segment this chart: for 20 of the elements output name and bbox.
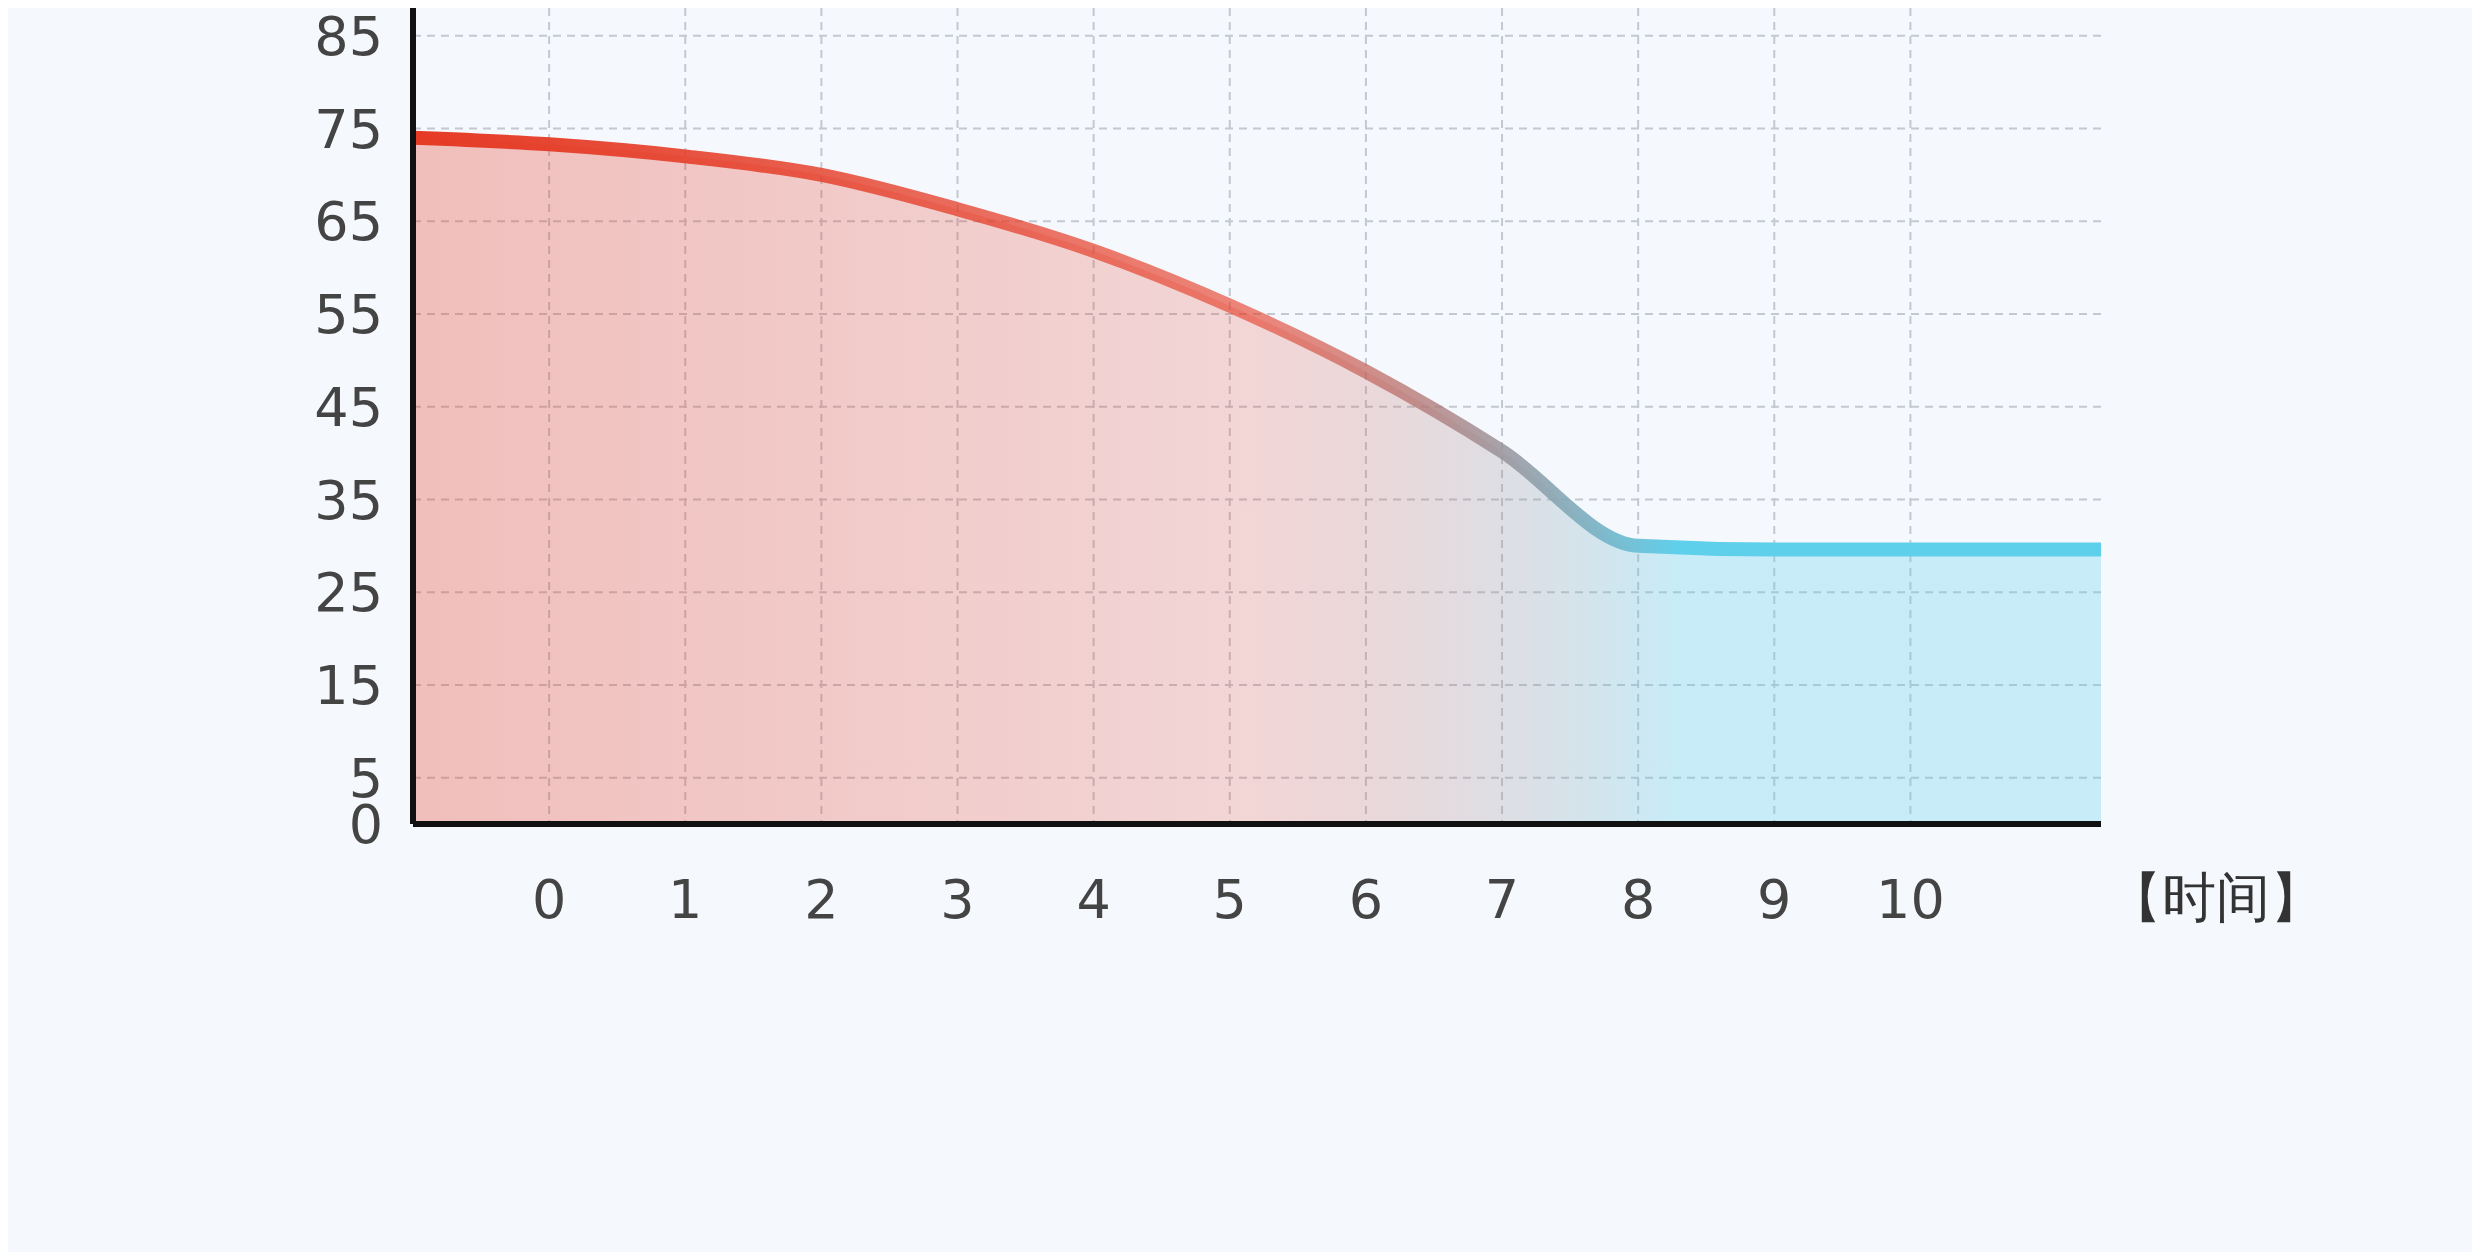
x-tick-label: 10: [1876, 868, 1945, 932]
x-tick-label: 9: [1757, 868, 1792, 932]
x-axis-title: 【时间】: [2108, 866, 2324, 929]
x-tick-label: 3: [940, 868, 975, 932]
x-tick-label: 2: [804, 868, 839, 932]
y-tick-label: 15: [314, 654, 383, 718]
y-tick-label: 75: [314, 97, 383, 161]
y-tick-label: 85: [314, 4, 383, 68]
y-tick-label: 65: [314, 190, 383, 254]
x-tick-label: 6: [1348, 868, 1384, 932]
x-tick-label: 8: [1620, 868, 1656, 932]
x-tick-label: 1: [668, 868, 703, 932]
x-tick-label: 4: [1076, 868, 1111, 932]
x-tick-label: 0: [531, 868, 567, 932]
x-tick-label: 7: [1484, 868, 1520, 932]
x-tick-label: 5: [1212, 868, 1247, 932]
y-tick-label: 25: [314, 561, 383, 625]
y-tick-label: 45: [314, 375, 383, 439]
y-tick-label: 55: [314, 283, 383, 347]
y-tick-label: 35: [314, 468, 383, 532]
